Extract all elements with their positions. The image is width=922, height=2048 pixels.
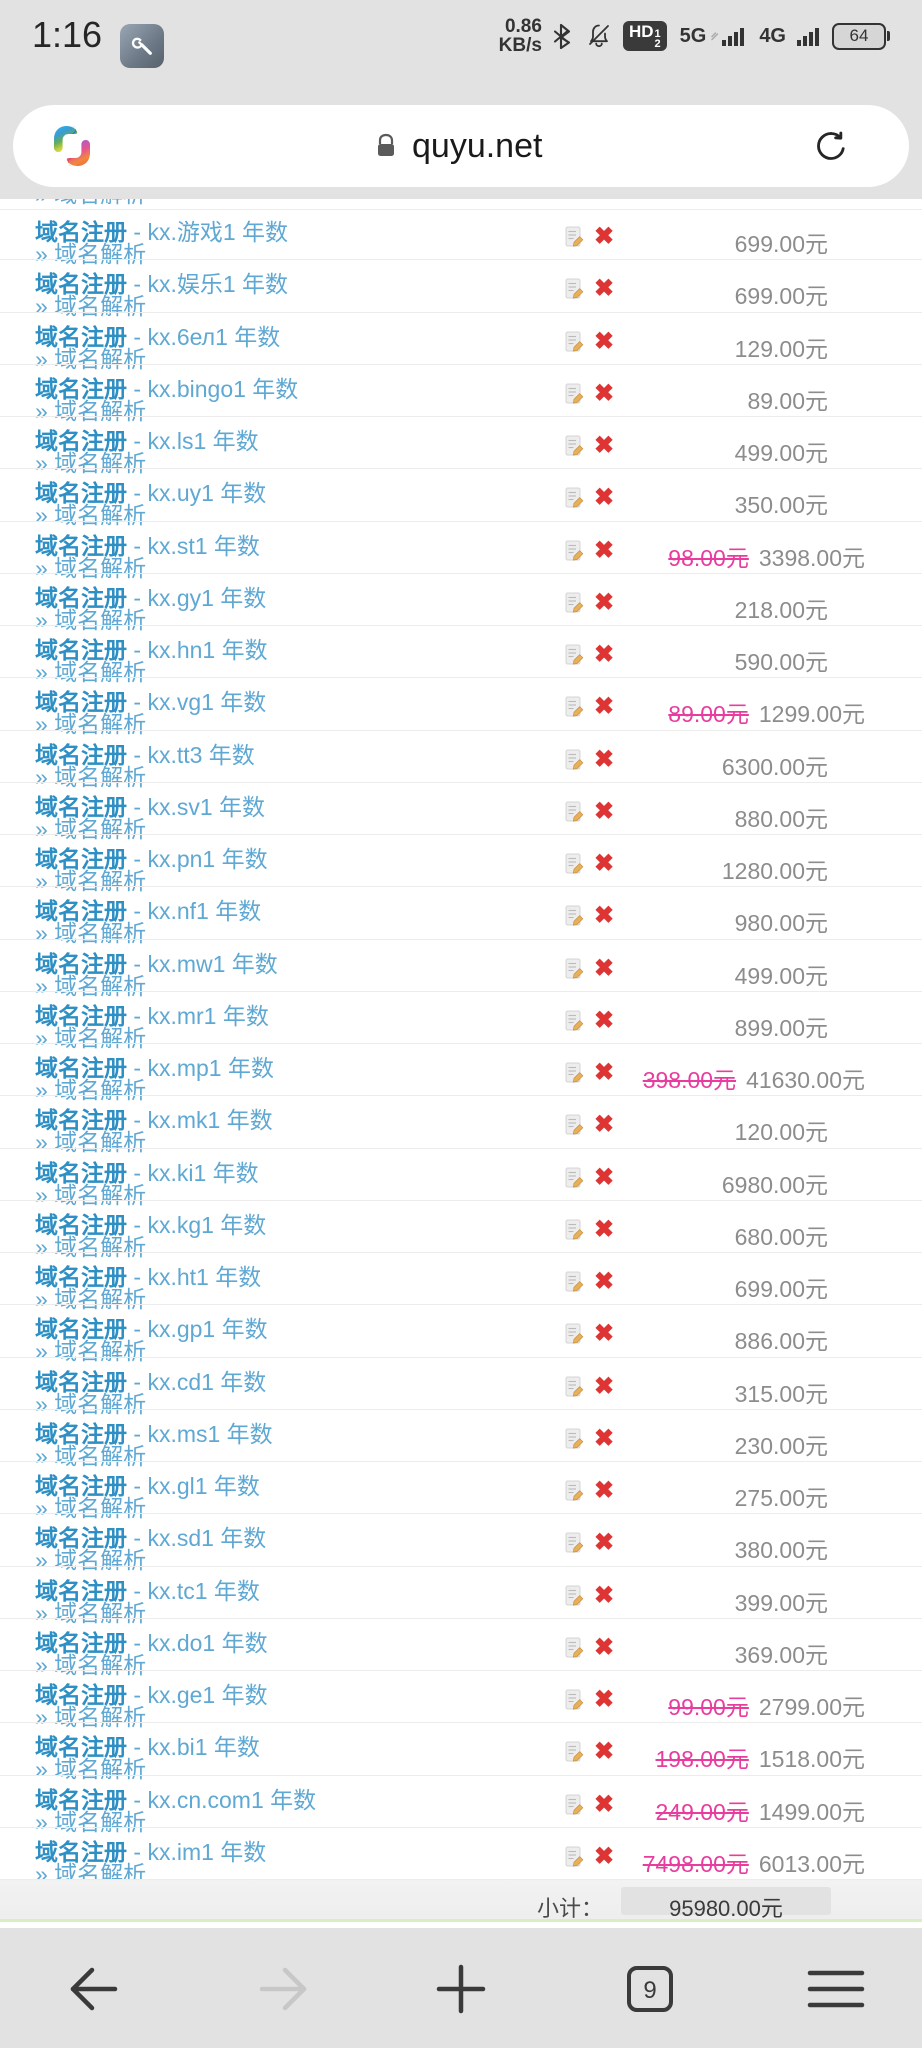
svg-text:9: 9	[643, 1977, 656, 2004]
